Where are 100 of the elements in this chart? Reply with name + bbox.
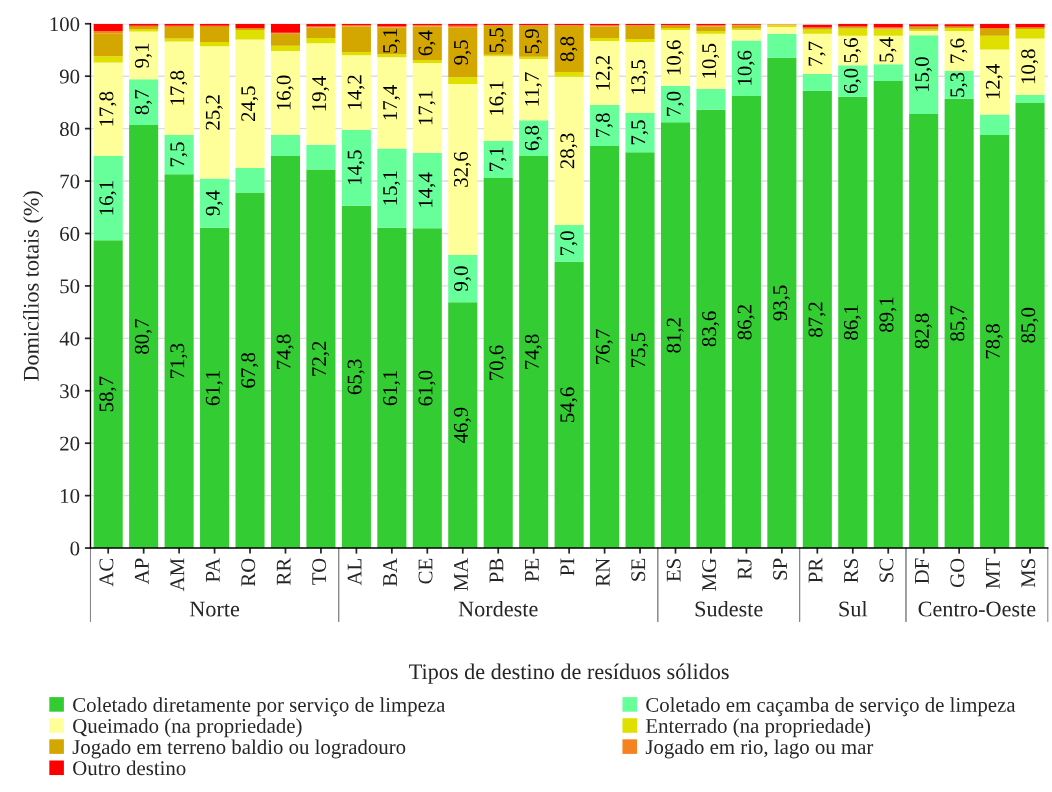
y-tick-label: 20 <box>60 436 80 451</box>
text: Sul <box>839 600 868 617</box>
data-label: 24,5 <box>241 86 259 122</box>
data-label: 14,4 <box>418 172 436 207</box>
y-tick-label: 70 <box>60 174 80 189</box>
data-label: 16,1 <box>489 81 507 115</box>
x-tick-label: PE <box>525 558 539 582</box>
data-label: 8,8 <box>560 36 578 62</box>
data-label: 11,7 <box>524 72 542 106</box>
data-label: 74,8 <box>276 334 294 369</box>
x-tick-label: RO <box>241 558 256 587</box>
legend-label: Coletado diretamente por serviço de limpeza <box>73 697 446 717</box>
data-label: 76,7 <box>595 329 613 364</box>
data-label: 74,8 <box>524 334 542 369</box>
x-tick-label: AP <box>134 558 149 585</box>
data-label: 5,3 <box>950 72 968 97</box>
x-tick-label: AL <box>347 559 362 586</box>
x-tick-label: ES <box>666 559 681 582</box>
data-label: 15,0 <box>914 57 932 92</box>
data-label: 28,3 <box>560 133 578 169</box>
x-tick-label: PB <box>489 558 504 583</box>
data-label: 13,5 <box>631 60 649 94</box>
x-tick-label: TO <box>312 558 327 585</box>
x-axis-title: Tipos de destino de resíduos sólidos <box>409 663 729 684</box>
text: Centro-Oeste <box>918 601 1036 617</box>
x-tick-label: MA <box>454 557 468 591</box>
data-label: 6,4 <box>418 30 436 56</box>
x-tick-label: RJ <box>737 558 752 580</box>
data-label: 83,6 <box>702 311 720 347</box>
data-label: 9,5 <box>453 40 471 65</box>
data-label: 61,0 <box>418 370 436 406</box>
y-tick-label: 100 <box>50 17 80 32</box>
data-label: 12,2 <box>595 55 613 90</box>
legend-label: Jogado em terreno baldio ou logradouro <box>72 739 406 759</box>
data-label: 46,9 <box>453 407 471 443</box>
data-label: 7,8 <box>595 113 613 138</box>
data-label: 82,8 <box>914 313 932 349</box>
y-tick-label: 90 <box>59 69 80 84</box>
y-tick-label: 50 <box>60 279 80 294</box>
data-label: 14,5 <box>347 150 365 185</box>
data-label: 9,0 <box>453 266 471 291</box>
data-label: 8,7 <box>134 89 152 115</box>
data-label: 80,7 <box>134 318 152 354</box>
data-label: 7,1 <box>489 147 507 171</box>
legend-label: Enterrado (na propriedade) <box>645 718 871 738</box>
data-label: 58,7 <box>99 376 117 412</box>
legend-label: Queimado (na propriedade) <box>73 718 302 738</box>
data-label: 10,6 <box>666 40 684 75</box>
data-label: 87,2 <box>808 302 826 337</box>
data-label: 70,6 <box>489 345 507 380</box>
data-label: 61,1 <box>383 370 401 406</box>
y-axis-title: Domicílios totais (%) <box>23 191 44 381</box>
x-tick-label: MS <box>1021 559 1036 588</box>
text: Nordeste <box>458 600 538 617</box>
x-tick-label: MT <box>985 558 1000 589</box>
x-tick-label: GO <box>950 558 965 588</box>
data-label: 10,5 <box>702 43 720 78</box>
data-label: 86,2 <box>737 305 755 340</box>
x-tick-label: AM <box>170 558 185 592</box>
y-tick-label: 40 <box>59 331 80 346</box>
data-label: 10,6 <box>737 50 755 85</box>
data-label: 85,7 <box>950 305 968 341</box>
y-tick-label: 60 <box>60 226 80 241</box>
data-label: 17,8 <box>99 91 117 126</box>
x-tick-label: MG <box>702 558 717 591</box>
data-label: 12,4 <box>985 64 1003 99</box>
x-tick-label: RN <box>595 558 610 587</box>
data-label: 7,0 <box>560 231 578 256</box>
data-label: 81,2 <box>666 318 684 353</box>
x-tick-label: SE <box>631 558 646 581</box>
text: Norte <box>189 601 240 617</box>
y-tick-label: 30 <box>60 384 80 399</box>
x-tick-label: DF <box>915 558 929 584</box>
data-label: 9,1 <box>134 43 152 68</box>
data-label: 67,8 <box>241 352 259 388</box>
data-label: 17,1 <box>418 90 436 125</box>
data-label: 6,0 <box>843 68 861 94</box>
data-label: 7,0 <box>666 91 684 116</box>
data-label: 7,5 <box>631 120 649 145</box>
x-tick-label: PA <box>205 557 220 582</box>
x-tick-label: AC <box>99 558 114 587</box>
x-tick-label: CE <box>418 558 433 584</box>
data-label: 19,4 <box>312 76 330 111</box>
legend-label: Coletado em caçamba de serviço de limpeza <box>646 697 1016 717</box>
data-label: 65,3 <box>347 359 365 395</box>
data-label: 15,1 <box>383 171 401 205</box>
x-tick-label: SP <box>773 558 788 580</box>
data-label: 25,2 <box>205 95 223 130</box>
data-label: 5,6 <box>844 38 861 63</box>
legend-label: Jogado em rio, lago ou mar <box>645 739 874 759</box>
data-label: 5,4 <box>879 37 897 62</box>
x-tick-label: SC <box>879 558 894 582</box>
data-label: 5,9 <box>524 29 542 54</box>
data-label: 71,3 <box>170 343 188 379</box>
y-tick-label: 80 <box>60 121 80 137</box>
x-tick-label: RS <box>844 559 858 583</box>
data-label: 32,6 <box>453 151 471 187</box>
data-label: 7,5 <box>170 142 188 167</box>
data-label: 17,8 <box>170 70 188 105</box>
data-label: 5,1 <box>383 29 401 53</box>
